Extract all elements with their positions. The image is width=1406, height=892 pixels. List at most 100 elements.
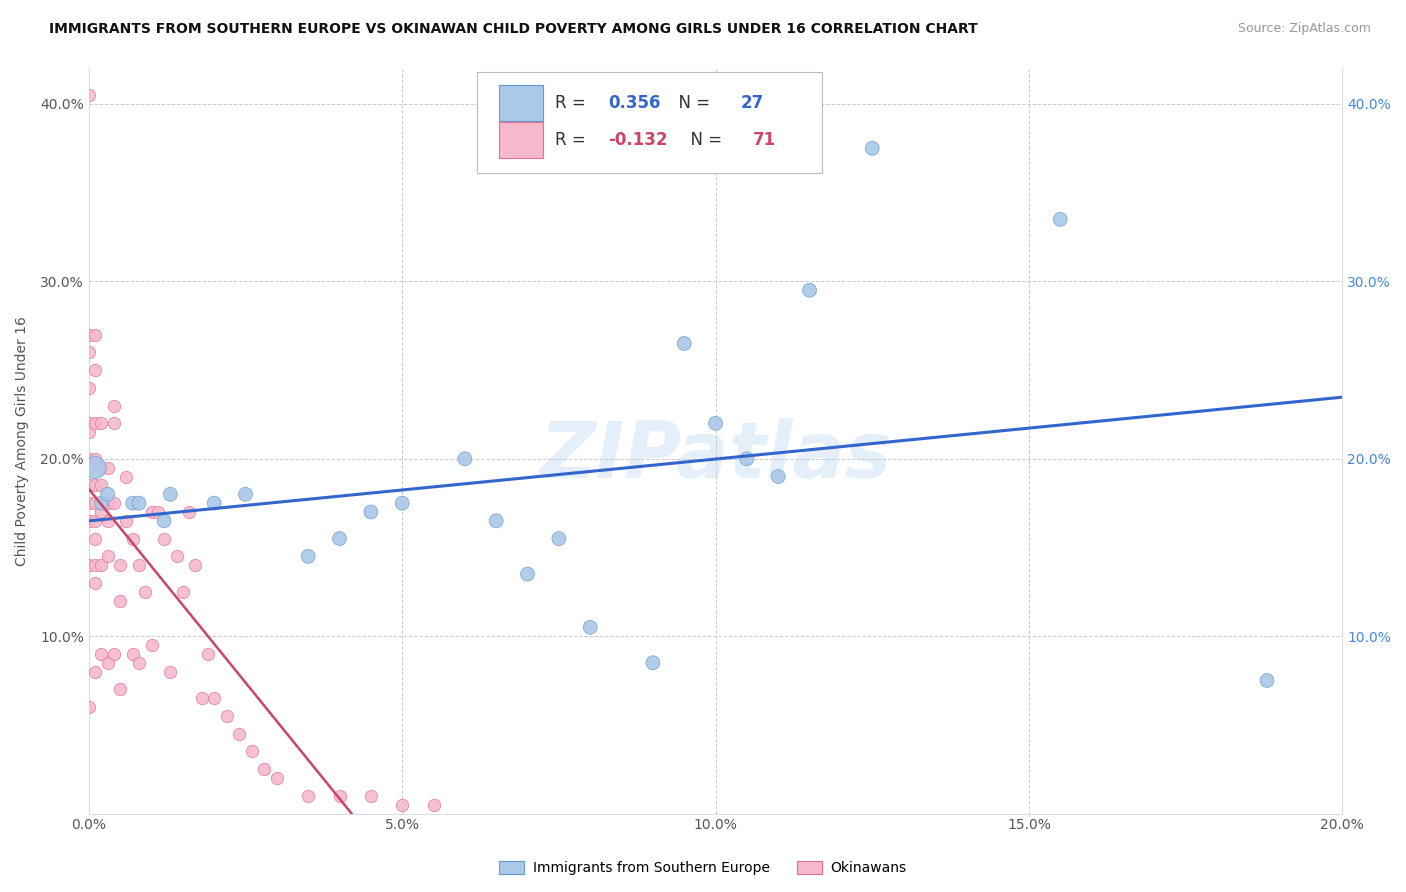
Text: 71: 71 [754,131,776,149]
Point [77,700,100,714]
Point [128,558,150,573]
Point [103,647,125,661]
Point [77,558,100,573]
Point [297,549,319,564]
Point [90,460,112,475]
Point [197,647,219,661]
Point [235,487,257,501]
Point [90,558,112,573]
Point [360,505,382,519]
Point [84,532,107,546]
Point [297,789,319,803]
Point [108,593,131,607]
Point [153,532,176,546]
Point [141,638,163,652]
Point [84,478,107,492]
Point [240,744,263,758]
FancyBboxPatch shape [478,72,823,173]
Point [84,576,107,591]
Point [84,417,107,431]
Point [391,496,413,510]
Legend: Immigrants from Southern Europe, Okinawans: Immigrants from Southern Europe, Okinawa… [494,855,912,880]
Point [84,514,107,528]
Point [77,345,100,359]
Point [159,487,181,501]
Text: 0.356: 0.356 [607,94,661,112]
Point [516,567,538,582]
Point [77,496,100,510]
Point [153,514,176,528]
Point [77,425,100,439]
Text: Source: ZipAtlas.com: Source: ZipAtlas.com [1237,22,1371,36]
Text: N =: N = [681,131,728,149]
Point [190,691,212,706]
Point [115,469,138,483]
Point [641,656,664,670]
Text: ZIPatlas: ZIPatlas [540,418,891,494]
Point [128,496,150,510]
Point [266,771,288,785]
Point [768,469,790,483]
Point [90,496,112,510]
Point [90,417,112,431]
Point [90,647,112,661]
Point [422,797,444,812]
Point [172,584,194,599]
Point [1049,212,1071,227]
Point [547,532,569,546]
Point [103,496,125,510]
Point [121,647,143,661]
Point [128,656,150,670]
FancyBboxPatch shape [499,85,543,120]
Point [103,417,125,431]
Text: R =: R = [555,131,591,149]
Point [77,417,100,431]
Point [97,549,120,564]
Point [84,665,107,679]
Point [328,789,350,803]
Point [228,727,250,741]
Point [179,505,201,519]
Point [108,682,131,697]
Point [77,451,100,466]
Point [673,336,696,351]
Point [202,496,225,510]
Text: IMMIGRANTS FROM SOUTHERN EUROPE VS OKINAWAN CHILD POVERTY AMONG GIRLS UNDER 16 C: IMMIGRANTS FROM SOUTHERN EUROPE VS OKINA… [49,22,979,37]
Point [108,558,131,573]
Text: N =: N = [668,94,716,112]
Point [77,460,100,475]
Point [84,558,107,573]
Point [77,514,100,528]
Point [84,460,107,475]
Point [141,505,163,519]
Point [103,399,125,413]
Point [121,496,143,510]
Point [799,283,821,297]
Point [84,451,107,466]
Point [90,505,112,519]
FancyBboxPatch shape [499,122,543,158]
Point [97,496,120,510]
Point [184,558,207,573]
Point [84,496,107,510]
Point [391,797,413,812]
Point [115,514,138,528]
Point [704,417,727,431]
Text: 27: 27 [741,94,763,112]
Point [860,141,883,155]
Point [77,327,100,342]
Point [134,584,156,599]
Point [1256,673,1278,688]
Point [77,478,100,492]
Point [159,665,181,679]
Point [146,505,169,519]
Point [360,789,382,803]
Point [84,327,107,342]
Point [97,460,120,475]
Point [97,656,120,670]
Point [202,691,225,706]
Point [77,88,100,103]
Point [77,381,100,395]
Point [579,620,602,634]
Point [84,363,107,377]
